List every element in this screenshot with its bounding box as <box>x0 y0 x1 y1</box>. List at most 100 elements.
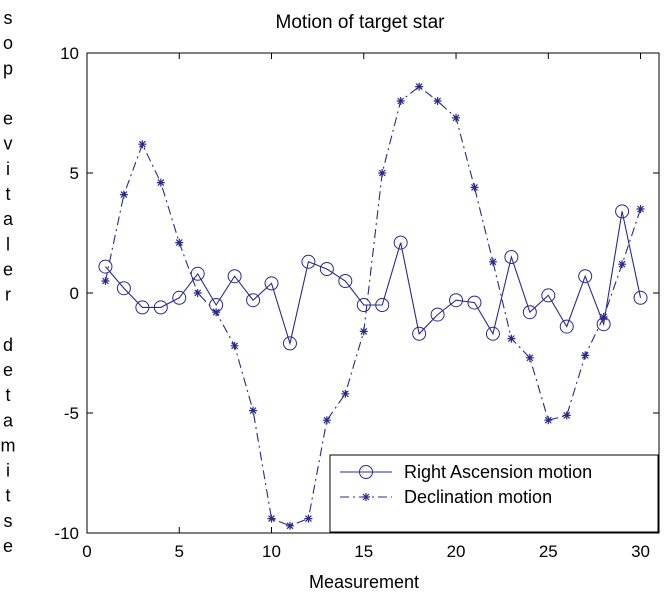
y-tick-label: -10 <box>54 524 79 543</box>
data-point <box>341 389 350 398</box>
data-point <box>338 274 353 288</box>
data-point <box>227 269 242 284</box>
data-point <box>559 319 574 334</box>
data-point <box>470 183 479 192</box>
chart-title: Motion of target star <box>276 12 446 33</box>
y-axis-label-char: v <box>4 134 13 154</box>
data-point <box>485 326 500 341</box>
x-tick-label: 15 <box>354 542 373 561</box>
y-axis-label-char: p <box>3 58 13 78</box>
y-axis-label-char: e <box>3 360 13 380</box>
legend-label: Right Ascension motion <box>404 462 592 482</box>
data-point <box>430 307 445 322</box>
legend: Right Ascension motion Declination motion <box>329 454 659 533</box>
x-tick-label: 30 <box>631 542 650 561</box>
data-point <box>378 169 387 177</box>
data-point <box>507 334 516 343</box>
y-tick-label: 5 <box>70 164 79 183</box>
legend-marker <box>362 493 370 501</box>
data-point <box>116 281 131 296</box>
data-point <box>193 289 202 297</box>
data-point <box>433 97 442 105</box>
data-point <box>562 411 571 420</box>
data-point <box>522 305 537 320</box>
series-line <box>105 211 642 346</box>
data-point <box>375 298 390 312</box>
data-point <box>633 290 648 305</box>
legend-marker <box>359 465 373 479</box>
data-point <box>599 313 608 321</box>
data-point <box>618 260 627 269</box>
data-point <box>488 257 497 266</box>
series-line <box>104 85 642 527</box>
data-point <box>138 140 147 149</box>
x-axis-label: Measurement <box>309 572 419 592</box>
data-point <box>504 250 519 264</box>
data-point <box>101 277 110 285</box>
data-point <box>415 82 424 91</box>
y-axis-label-char: t <box>5 385 10 405</box>
data-point <box>301 254 316 269</box>
y-axis-label-char: t <box>5 486 10 506</box>
legend-box <box>329 454 659 533</box>
y-axis-label-char: i <box>6 159 10 179</box>
x-tick-label: 20 <box>447 542 466 561</box>
data-point <box>467 295 482 310</box>
y-axis-label-char: a <box>3 209 14 229</box>
data-point <box>267 514 276 523</box>
y-axis-label-char: s <box>4 8 13 28</box>
x-tick-label: 5 <box>175 542 184 561</box>
y-axis-label-char: l <box>6 234 10 254</box>
legend-label: Declination motion <box>404 487 552 507</box>
data-point <box>449 293 464 308</box>
y-axis-label-char: e <box>3 536 13 556</box>
y-axis-label-char: t <box>5 184 10 204</box>
y-tick-label: 0 <box>70 284 79 303</box>
x-tick-label: 10 <box>262 542 281 561</box>
data-point <box>98 259 113 274</box>
data-point <box>356 298 371 312</box>
x-tick-label: 0 <box>82 542 91 561</box>
y-axis-label-char: a <box>3 410 14 430</box>
data-point <box>319 262 334 276</box>
data-point <box>119 190 128 199</box>
data-point <box>396 97 405 105</box>
y-axis-label-char: e <box>3 259 13 279</box>
data-point <box>249 406 258 415</box>
data-point <box>393 235 408 250</box>
data-point <box>544 416 553 425</box>
y-tick-label: -5 <box>64 404 79 423</box>
y-axis-label-char: d <box>3 335 13 355</box>
data-point <box>636 205 645 213</box>
y-axis-label-char: i <box>6 461 10 481</box>
data-point <box>541 288 556 303</box>
data-point <box>615 204 630 219</box>
data-point <box>153 300 168 315</box>
data-point <box>304 514 313 523</box>
data-point <box>135 300 150 315</box>
y-axis-label-char: r <box>5 285 11 305</box>
data-point <box>525 353 534 362</box>
y-axis-label-char: m <box>1 435 16 455</box>
data-point <box>264 276 279 291</box>
data-point <box>452 113 461 122</box>
data-point <box>412 326 427 341</box>
y-axis-label-char: e <box>3 109 13 129</box>
data-point <box>581 351 590 360</box>
series-right-ascension <box>98 204 648 351</box>
data-point <box>172 290 187 305</box>
y-tick-label: 10 <box>60 44 79 63</box>
data-point <box>359 327 368 336</box>
x-tick-label: 25 <box>539 542 558 561</box>
data-point <box>282 336 297 351</box>
series-declination <box>101 82 645 530</box>
data-point <box>230 341 239 350</box>
axis-ticks: 0 5 10 15 20 25 30 -10 -5 0 5 10 <box>54 44 659 561</box>
data-point <box>175 238 184 247</box>
data-point <box>578 269 593 284</box>
data-point <box>246 293 261 308</box>
y-axis-label-char: o <box>3 33 13 53</box>
data-point <box>156 178 165 187</box>
